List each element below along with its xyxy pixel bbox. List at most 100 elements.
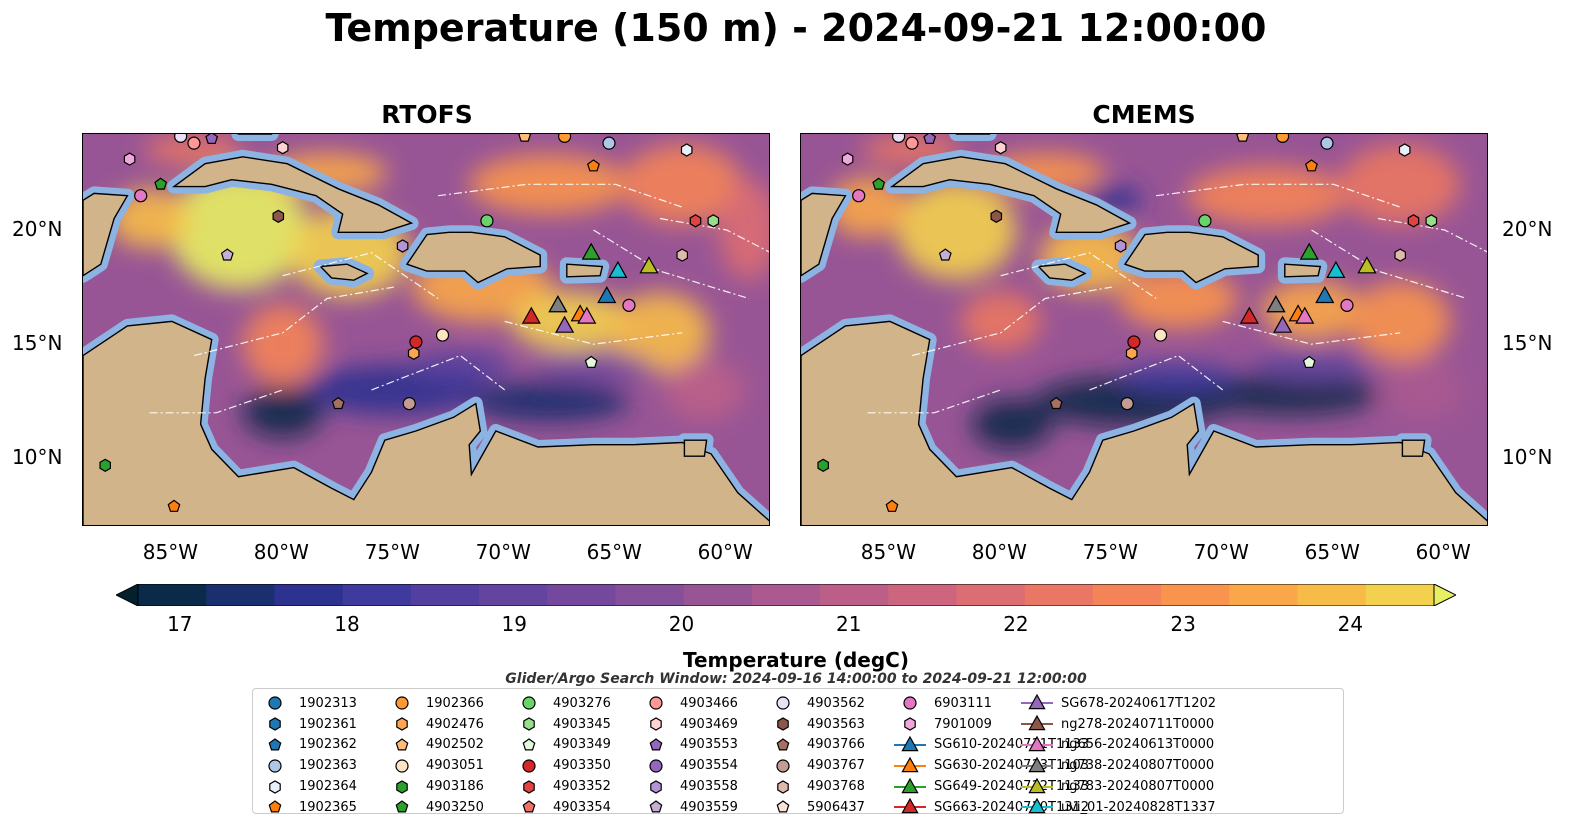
- argo-marker-4902476: [407, 346, 420, 360]
- legend-label: 1902362: [299, 737, 357, 753]
- search-window-text: Glider/Argo Search Window: 2024-09-16 14…: [505, 671, 1087, 687]
- legend-marker: [1028, 777, 1046, 793]
- legend-marker: [522, 738, 536, 751]
- legend-marker-symbol: [395, 759, 409, 773]
- y-tick-label-left: 20°N: [12, 216, 63, 241]
- legend-item: 4903345: [511, 714, 611, 735]
- glider-marker-SG610-20240711T1133: [597, 285, 617, 304]
- legend-label: uvi_01-20240828T1337: [1061, 799, 1216, 815]
- legend-marker: [396, 779, 408, 794]
- land-jamaica: [1036, 263, 1087, 281]
- land-hispaniola: [405, 231, 541, 284]
- legend-label: 4903352: [553, 779, 611, 795]
- glider-marker-SG649-20240712T1133: [1299, 242, 1319, 260]
- argo-marker-1902366: [558, 134, 572, 143]
- legend-item: 4903469: [638, 714, 738, 735]
- legend-marker: [1028, 694, 1046, 710]
- legend-label: 6903111: [934, 695, 992, 711]
- argo-marker-4903276: [1198, 214, 1212, 228]
- legend-label: 4903554: [680, 758, 738, 774]
- argo-marker-4903352: [1407, 214, 1420, 228]
- colorbar-label: Temperature (degC): [683, 648, 909, 672]
- argo-marker-4903766: [331, 396, 345, 410]
- argo-marker-4902502: [518, 134, 532, 142]
- argo-marker-6903111: [134, 189, 148, 203]
- argo-marker-4903558: [396, 239, 409, 253]
- x-tick-label: 60°W: [697, 540, 753, 564]
- legend-label: 4903250: [426, 799, 484, 815]
- legend-marker: [776, 800, 790, 813]
- argo-marker-4903469: [994, 141, 1007, 155]
- legend-glider-symbol: [894, 756, 926, 772]
- legend-item: 1902365: [257, 797, 357, 818]
- argo-marker-4903553: [923, 134, 937, 144]
- panel-title-rtofs: RTOFS: [381, 100, 473, 129]
- legend-marker: [650, 717, 662, 731]
- legend-marker-symbol: [776, 738, 790, 751]
- legend-label: 4903766: [807, 737, 865, 753]
- y-tick-label-right: 15°N: [1502, 331, 1553, 356]
- legend-label: 4903553: [680, 737, 738, 753]
- colorbar: [116, 584, 1456, 606]
- argo-marker-7901009: [123, 152, 136, 166]
- legend-marker: [649, 759, 663, 773]
- legend-label: ng278-20240711T0000: [1061, 716, 1215, 732]
- legend: 1902313 1902361 1902362 1902363 1902364 19023…: [252, 688, 1344, 815]
- legend-item: uvi_01-20240828T1337: [1019, 797, 1216, 818]
- legend-marker-symbol: [903, 696, 917, 710]
- legend-marker: [650, 779, 662, 794]
- legend-label: 1902364: [299, 779, 357, 795]
- legend-label: ng783-20240807T0000: [1061, 779, 1215, 795]
- x-tick-label: 65°W: [1304, 540, 1360, 564]
- legend-marker-symbol: [777, 717, 789, 731]
- colorbar-tick-label: 21: [835, 612, 862, 636]
- legend-label: 4903345: [553, 716, 611, 732]
- legend-item: 1902313: [257, 693, 357, 714]
- legend-label: 1902363: [299, 758, 357, 774]
- argo-marker-4903558: [1114, 239, 1127, 253]
- legend-marker-symbol: [649, 696, 663, 710]
- y-tick-label-left: 10°N: [12, 445, 63, 470]
- legend-label: 4903559: [680, 799, 738, 815]
- x-tick-label: 75°W: [1082, 540, 1138, 564]
- legend-glider-symbol: [1021, 777, 1053, 793]
- legend-label: 1902361: [299, 716, 357, 732]
- legend-item: ng738-20240807T0000: [1019, 755, 1216, 776]
- legend-glider-symbol: [894, 735, 926, 752]
- land-yucatan: [801, 192, 847, 277]
- legend-label: 4903354: [553, 799, 611, 815]
- legend-marker-symbol: [650, 779, 662, 794]
- glider-marker-SG663-20240710T1312: [521, 306, 541, 324]
- legend-item: ng278-20240711T0000: [1019, 714, 1216, 735]
- argo-marker-4903276: [480, 214, 494, 228]
- legend-marker: [901, 777, 919, 793]
- legend-marker: [395, 759, 409, 773]
- legend-marker: [269, 717, 281, 731]
- argo-marker-4903563: [990, 209, 1003, 223]
- colorbar-tick-label: 18: [334, 612, 360, 636]
- argo-marker-1902364: [1398, 143, 1411, 157]
- legend-marker: [268, 738, 282, 751]
- x-tick-label: 70°W: [1193, 540, 1249, 564]
- legend-marker: [904, 717, 916, 731]
- argo-marker-4903767: [1120, 397, 1134, 411]
- legend-marker-symbol: [904, 717, 916, 731]
- glider-marker-SG663-20240710T1312: [1239, 306, 1259, 324]
- argo-marker-4903466: [905, 136, 919, 150]
- legend-item: 4903186: [384, 776, 484, 797]
- legend-label: 4902476: [426, 716, 484, 732]
- argo-marker-4903767: [402, 397, 416, 411]
- x-tick-label: 85°W: [142, 540, 198, 564]
- argo-marker-1902365: [885, 499, 899, 512]
- legend-marker-symbol: [522, 800, 536, 813]
- panel-title-cmems: CMEMS: [1092, 100, 1196, 129]
- legend-label: 4903562: [807, 695, 865, 711]
- glider-marker-SG649-20240712T1133: [581, 242, 601, 260]
- legend-item: 4903563: [765, 714, 865, 735]
- argo-marker-6903111: [852, 189, 866, 203]
- glider-marker-SG610-20240711T1133: [1315, 285, 1335, 304]
- argo-marker-4902502: [1236, 134, 1250, 142]
- legend-marker: [268, 759, 282, 773]
- argo-marker-4903345: [1425, 214, 1438, 228]
- legend-marker: [649, 738, 663, 751]
